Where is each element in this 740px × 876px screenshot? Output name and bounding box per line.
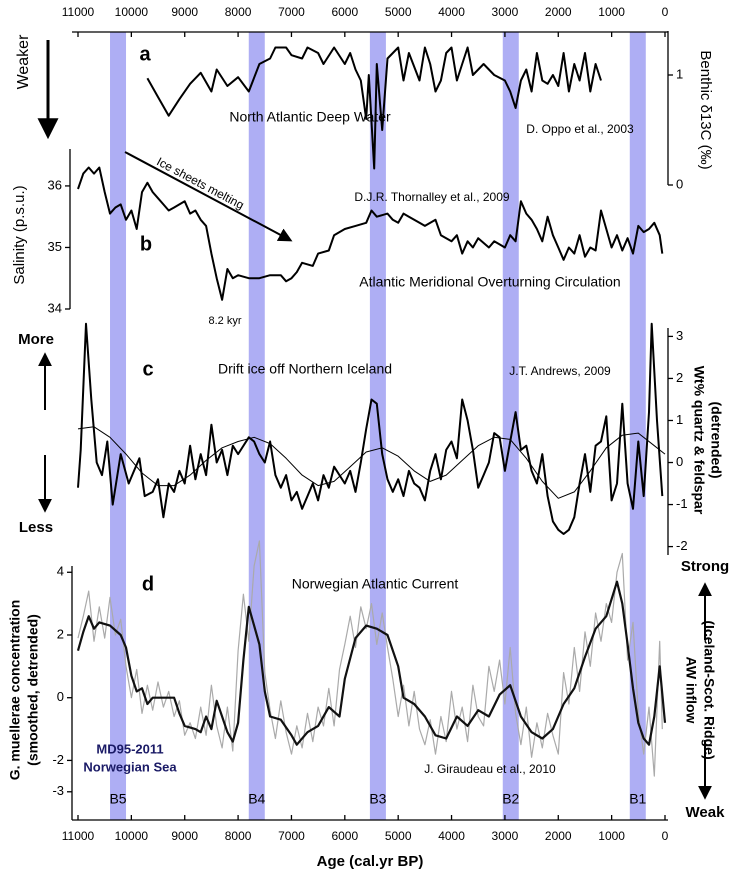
x-tick-label: 3000	[492, 5, 519, 19]
annotation: D.J.R. Thornalley et al., 2009	[354, 190, 510, 204]
y-tick-label: -3	[52, 783, 64, 798]
x-tick-label: 11000	[62, 829, 95, 843]
x-tick-label: 1000	[598, 829, 625, 843]
annotation: a	[139, 43, 151, 65]
x-tick-label: 7000	[278, 829, 305, 843]
x-tick-label: 5000	[385, 829, 412, 843]
annotation: Ice sheets melting	[154, 154, 246, 212]
y-axis-label: Salinity (p.s.u.)	[11, 185, 28, 284]
band-label: B3	[369, 791, 386, 807]
y-tick-label: 4	[57, 564, 64, 579]
x-tick-label: 5000	[385, 5, 412, 19]
y-tick-label: -2	[52, 752, 64, 767]
band-label: B5	[109, 791, 126, 807]
x-tick-label: 1000	[598, 5, 625, 19]
y-axis-label: (Iceland-Scot. Ridge)	[701, 620, 717, 759]
annotation: Strong	[681, 558, 729, 575]
annotation: d	[142, 573, 154, 595]
x-tick-label: 0	[662, 829, 669, 843]
x-tick-label: 8000	[225, 5, 252, 19]
x-tick-label: 10000	[115, 829, 149, 843]
band	[110, 32, 127, 820]
y-axis-label: Benthic δ13C (‰)	[697, 50, 714, 169]
band-label: B1	[629, 791, 646, 807]
x-tick-label: 4000	[438, 5, 465, 19]
annotation: J. Giraudeau et al., 2010	[424, 762, 556, 776]
y-tick-label: 3	[676, 328, 683, 343]
annotation: D. Oppo et al., 2003	[526, 122, 634, 136]
y-tick-label: 34	[48, 300, 62, 315]
y-axis-label: (smoothed, detrended)	[25, 614, 41, 766]
y-tick-label: 0	[57, 689, 64, 704]
annotation: Atlantic Meridional Overturning Circulat…	[359, 274, 620, 290]
y-tick-label: 0	[676, 176, 683, 191]
series-line	[77, 426, 666, 499]
annotation: Drift ice off Northern Iceland	[218, 361, 392, 377]
annotation: North Atlantic Deep Water	[229, 109, 391, 125]
annotation: 8.2 kyr	[208, 315, 241, 327]
y-tick-label: 35	[48, 239, 62, 254]
y-tick-label: -1	[676, 496, 688, 511]
ice-arrow	[124, 151, 293, 242]
x-tick-label: 10000	[115, 5, 149, 19]
y-axis-label: (detrended)	[708, 402, 724, 479]
annotation: Norwegian Atlantic Current	[292, 576, 459, 592]
y-axis-label: Wt% quartz & feldspar	[691, 366, 707, 515]
annotation: Weak	[686, 804, 726, 821]
x-axis-label: Age (cal.yr BP)	[317, 853, 424, 870]
annotation: Less	[19, 519, 53, 536]
x-tick-label: 2000	[545, 829, 572, 843]
x-tick-label: 3000	[492, 829, 519, 843]
series-line	[77, 322, 664, 535]
band	[502, 32, 519, 820]
annotation: More	[18, 331, 54, 348]
annotation: Norwegian Sea	[83, 759, 177, 774]
series-line	[77, 166, 664, 301]
axes-layer	[37, 31, 712, 821]
y-tick-label: 1	[676, 412, 683, 427]
x-tick-label: 4000	[438, 829, 465, 843]
band	[248, 32, 265, 820]
annotation: c	[142, 358, 153, 380]
x-tick-label: 6000	[331, 5, 358, 19]
x-tick-label: 7000	[278, 5, 305, 19]
x-tick-label: 0	[662, 5, 669, 19]
band-label: B4	[248, 791, 265, 807]
band-label: B2	[502, 791, 519, 807]
labels-layer: 01 Benthic δ13C (‰)11000 10000 9000 8000 7000…	[7, 5, 729, 870]
y-axis-label: AW inflow	[683, 657, 699, 724]
y-tick-label: -2	[676, 538, 688, 553]
y-tick-label: 36	[48, 177, 62, 192]
annotation: b	[140, 233, 152, 255]
series-line	[76, 580, 667, 746]
x-tick-label: 11000	[62, 5, 95, 19]
x-tick-label: 2000	[545, 5, 572, 19]
y-axis-label: G. muellerae concentration	[7, 600, 23, 781]
y-tick-label: 1	[676, 66, 683, 81]
x-tick-label: 8000	[225, 829, 252, 843]
x-tick-label: 9000	[171, 5, 198, 19]
annotation: J.T. Andrews, 2009	[509, 364, 611, 378]
series-line	[77, 540, 663, 777]
x-tick-label: 6000	[331, 829, 358, 843]
annotation: Weaker	[15, 34, 32, 90]
y-tick-label: 2	[57, 626, 64, 641]
annotation: MD95-2011	[96, 741, 163, 756]
y-tick-label: 2	[676, 370, 683, 385]
lines-layer	[76, 46, 667, 777]
y-tick-label: 0	[676, 454, 683, 469]
series-line	[146, 46, 602, 170]
x-tick-label: 9000	[171, 829, 198, 843]
